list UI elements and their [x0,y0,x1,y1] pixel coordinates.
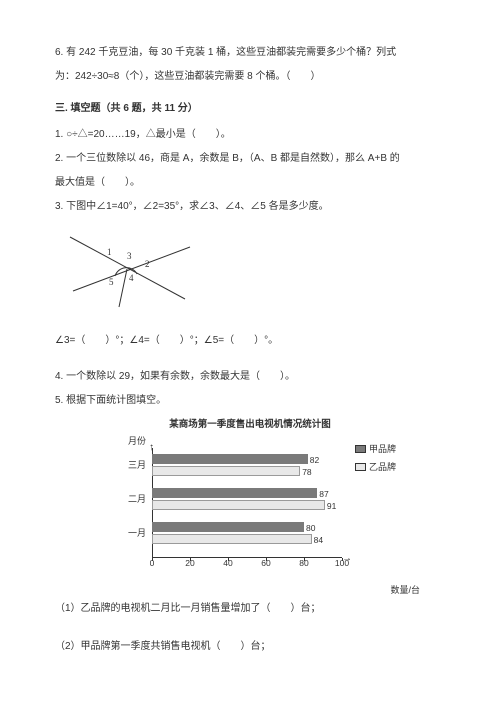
category-label: 三月 [110,458,150,472]
chart-legend: 甲品牌 乙品牌 [355,442,396,477]
fill-q3-answer: ∠3=（ ）°；∠4=（ ）°；∠5=（ ）°。 [55,333,445,349]
category-label: 一月 [110,526,150,540]
chart-title: 某商场第一季度售出电视机情况统计图 [110,417,390,432]
section-3-title: 三. 填空题（共 6 题，共 11 分） [55,101,445,117]
legend-item-a: 甲品牌 [355,442,396,456]
angle-label-2: 2 [145,259,150,269]
bar-series-a [152,454,308,464]
question-6-line1: 6. 有 242 千克豆油，每 30 千克装 1 桶，这些豆油都装完需要多少个桶… [55,45,445,61]
bar-chart: 某商场第一季度售出电视机情况统计图 ↑ 月份 甲品牌 乙品牌 → 数量/台 三月… [110,417,390,583]
fill-q1: 1. ○÷△=20……19，△最小是（ ）。 [55,127,445,143]
bar-series-a [152,488,317,498]
bar-series-b [152,534,312,544]
fill-q3: 3. 下图中∠1=40°，∠2=35°，求∠3、∠4、∠5 各是多少度。 [55,199,445,215]
fill-q2-line1: 2. 一个三位数除以 46，商是 A，余数是 B，（A、B 都是自然数），那么 … [55,151,445,167]
bar-value-b: 78 [302,466,311,480]
fill-q5: 5. 根据下面统计图填空。 [55,393,445,409]
angle-diagram: 1 3 2 4 5 [65,229,445,315]
angle-label-3: 3 [127,251,132,261]
question-6-line2: 为：242÷30≈8（个），这些豆油都装完需要 8 个桶。（ ） [55,69,445,85]
bar-series-a [152,522,304,532]
legend-item-b: 乙品牌 [355,460,396,474]
bar-value-b: 91 [327,500,336,514]
angle-label-5: 5 [109,277,114,287]
bar-series-b [152,500,325,510]
bar-series-b [152,466,300,476]
sub-question-1: （1）乙品牌的电视机二月比一月销售量增加了（ ）台； [55,601,445,617]
category-label: 二月 [110,492,150,506]
legend-swatch-a [355,445,366,453]
angle-label-4: 4 [129,273,134,283]
fill-q2-line2: 最大值是（ ）。 [55,175,445,191]
fill-q4: 4. 一个数除以 29，如果有余数，余数最大是（ ）。 [55,369,445,385]
legend-swatch-b [355,463,366,471]
legend-label-a: 甲品牌 [369,442,396,456]
x-axis-label: 数量/台 [390,583,420,597]
angle-label-1: 1 [107,247,112,257]
y-axis-label: 月份 [128,434,146,448]
bar-value-b: 84 [314,534,323,548]
legend-label-b: 乙品牌 [369,460,396,474]
sub-question-2: （2）甲品牌第一季度共销售电视机（ ）台； [55,639,445,655]
